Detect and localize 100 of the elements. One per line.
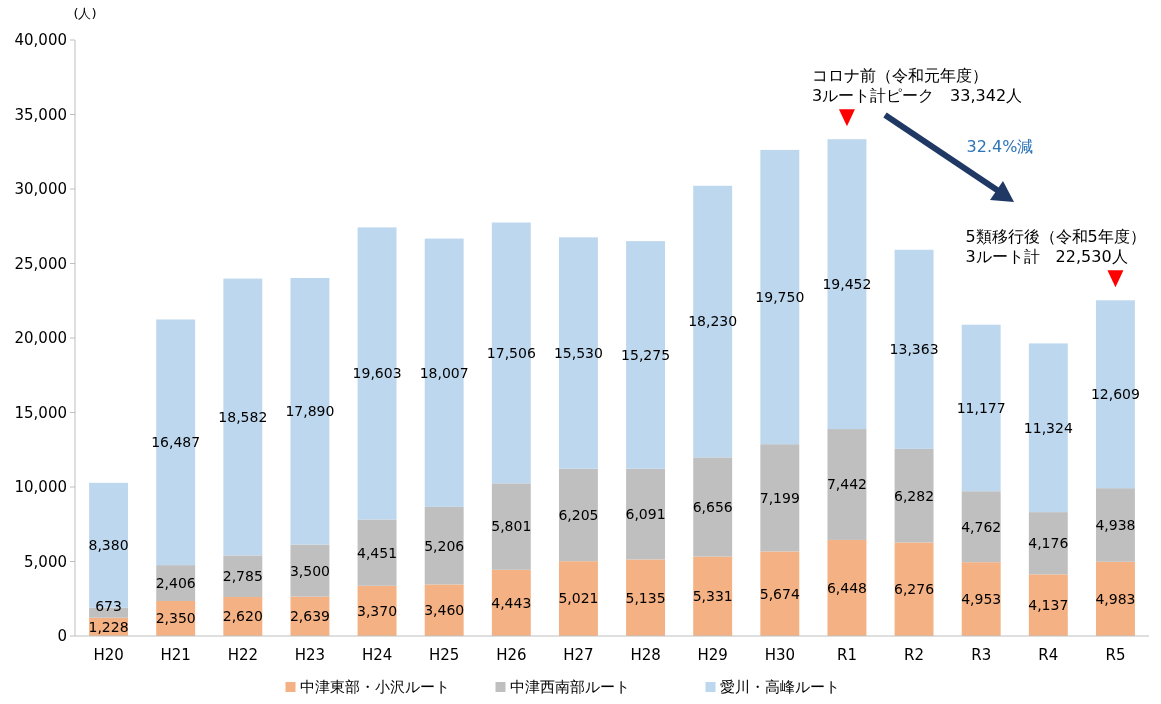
bar	[894, 542, 934, 636]
data-label: 18,007	[419, 364, 469, 381]
data-label: 1,228	[88, 618, 129, 635]
data-label: 4,983	[1095, 590, 1136, 607]
y-tick-label: 10,000	[14, 478, 67, 497]
bar	[961, 491, 1001, 563]
x-tick-label: H26	[496, 646, 527, 664]
data-label: 16,487	[151, 434, 201, 451]
bar	[626, 559, 666, 636]
data-label: 6,276	[894, 581, 935, 598]
legend-label: 中津東部・小沢ルート	[299, 678, 450, 697]
data-label: 2,350	[155, 610, 196, 627]
bar	[961, 562, 1001, 636]
data-label: 17,890	[285, 403, 335, 420]
bar	[894, 448, 934, 543]
data-label: 15,530	[553, 344, 603, 361]
data-label: 7,442	[826, 476, 867, 493]
data-label: 13,363	[889, 341, 939, 358]
bar	[1028, 574, 1068, 636]
x-tick-label: H23	[294, 646, 326, 664]
data-label: 4,762	[961, 518, 1002, 535]
annotation: 5類移行後（令和5年度） 3ルート計 22,530人	[965, 227, 1146, 267]
data-label: 4,176	[1028, 535, 1069, 552]
y-tick-label: 40,000	[14, 31, 67, 50]
data-label: 18,582	[218, 408, 268, 425]
x-tick-label: H29	[697, 646, 728, 664]
y-tick-label: 5,000	[24, 552, 67, 571]
bar	[760, 444, 800, 552]
x-tick-label: R2	[904, 646, 925, 664]
y-tick-label: 15,000	[14, 403, 67, 422]
data-label: 19,750	[755, 288, 805, 305]
x-tick-label: R3	[971, 646, 992, 664]
data-label: 4,451	[357, 544, 398, 561]
y-tick-label: 20,000	[14, 329, 67, 348]
data-label: 19,452	[822, 276, 872, 293]
data-label: 3,500	[289, 562, 330, 579]
bar	[693, 556, 733, 636]
x-tick-label: H22	[227, 646, 258, 664]
bar	[1095, 488, 1135, 562]
data-label: 6,091	[625, 506, 666, 523]
x-tick-label: R5	[1105, 646, 1126, 664]
data-label: 6,448	[826, 579, 867, 596]
x-tick-label: R4	[1038, 646, 1059, 664]
data-label: 5,206	[424, 537, 465, 554]
annotation: 32.4%減	[966, 137, 1034, 156]
data-label: 8,380	[88, 537, 129, 554]
bar	[1095, 561, 1135, 636]
x-tick-label: H30	[764, 646, 795, 664]
data-label: 12,609	[1090, 386, 1140, 403]
bar	[760, 551, 800, 636]
x-tick-label: H20	[93, 646, 124, 664]
bar	[290, 544, 330, 597]
data-label: 2,620	[222, 608, 263, 625]
bar	[424, 506, 464, 585]
data-label: 11,324	[1023, 419, 1073, 436]
x-tick-label: H21	[160, 646, 191, 664]
bar	[827, 429, 867, 540]
data-label: 4,137	[1028, 597, 1069, 614]
annotation: コロナ前（令和元年度） 3ルート計ピーク 33,342人	[811, 66, 1023, 106]
data-label: 6,282	[894, 487, 935, 504]
bar	[558, 468, 598, 562]
data-label: 17,506	[486, 344, 536, 361]
data-label: 7,199	[759, 489, 800, 506]
x-tick-label: H24	[361, 646, 393, 664]
data-label: 11,177	[956, 399, 1006, 416]
legend-label: 愛川・高峰ルート	[719, 678, 840, 697]
bar	[491, 483, 531, 570]
data-label: 3,460	[424, 602, 465, 619]
data-label: 5,674	[759, 585, 800, 602]
x-tick-label: R1	[836, 646, 857, 664]
y-tick-label: 0	[57, 627, 67, 646]
bar	[827, 539, 867, 636]
data-label: 6,205	[558, 506, 599, 523]
data-label: 5,801	[491, 518, 532, 535]
data-label: 2,639	[289, 608, 330, 625]
y-tick-label: 30,000	[14, 180, 67, 199]
y-tick-label: 35,000	[14, 105, 67, 124]
y-tick-label: 25,000	[14, 254, 67, 273]
x-tick-label: H27	[563, 646, 594, 664]
data-label: 5,021	[558, 590, 599, 607]
data-label: 5,331	[692, 588, 733, 605]
data-label: 3,370	[357, 602, 398, 619]
data-label: 4,443	[491, 594, 532, 611]
data-label: 2,406	[155, 574, 196, 591]
data-label: 673	[95, 597, 122, 614]
x-tick-label: H28	[630, 646, 661, 664]
y-axis-title: (人)	[73, 6, 97, 21]
bar	[491, 569, 531, 636]
data-label: 2,785	[222, 568, 263, 585]
data-label: 4,953	[961, 591, 1002, 607]
x-tick-label: H25	[429, 646, 460, 664]
legend-label: 中津西南部ルート	[509, 678, 630, 697]
bar	[626, 468, 666, 560]
data-label: 5,135	[625, 589, 666, 606]
data-label: 15,275	[621, 346, 671, 363]
data-label: 19,603	[352, 365, 402, 382]
bar	[693, 457, 733, 557]
data-label: 4,938	[1095, 516, 1136, 533]
data-label: 6,656	[692, 498, 733, 515]
bar	[357, 519, 397, 586]
